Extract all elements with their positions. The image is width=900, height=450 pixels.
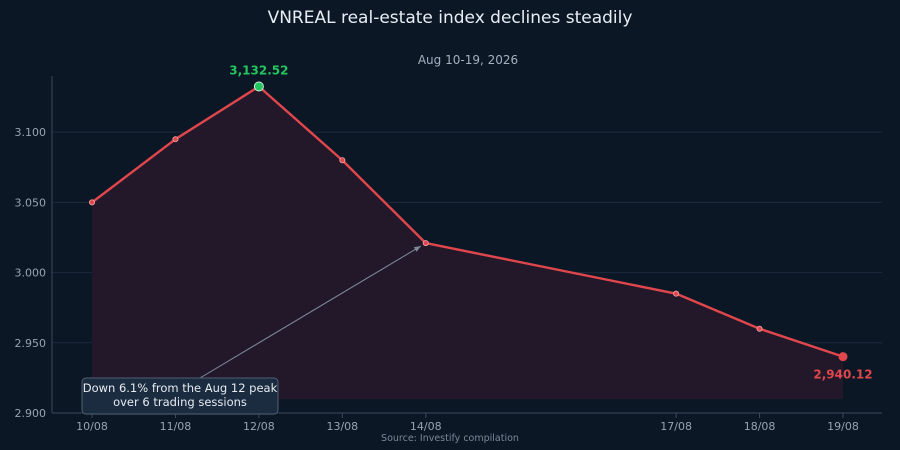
y-tick-label: 3.100 [15, 126, 47, 139]
x-tick-label: 18/08 [744, 420, 776, 433]
peak-point [253, 81, 264, 92]
chart-subtitle: Aug 10-19, 2026 [418, 53, 518, 67]
y-tick-label: 2.900 [15, 407, 47, 420]
callout-arrow-line [199, 245, 422, 379]
data-point [756, 325, 763, 332]
last-value-label: 2,940.12 [813, 368, 872, 382]
chart-source: Source: Investify compilation [381, 433, 519, 444]
data-point [172, 136, 179, 143]
data-point [89, 199, 96, 206]
chart-title: VNREAL real-estate index declines steadi… [268, 8, 633, 28]
area-layer [92, 86, 843, 399]
x-tick-label: 17/08 [660, 420, 692, 433]
y-tick-label: 3.000 [15, 267, 47, 280]
x-tick-label: 13/08 [326, 420, 358, 433]
x-tick-label: 19/08 [827, 420, 859, 433]
line-layer [89, 81, 848, 362]
x-tick-label: 14/08 [410, 420, 442, 433]
x-tick-label: 10/08 [76, 420, 108, 433]
x-tick-label: 12/08 [243, 420, 275, 433]
data-point [673, 290, 680, 297]
series-area [92, 86, 843, 399]
y-tick-label: 3.050 [15, 196, 47, 209]
label-layer: 3,132.52 2,940.12 [229, 64, 872, 382]
y-tick-label: 2.950 [15, 337, 47, 350]
callout-arrow-head [413, 246, 421, 252]
data-point [422, 240, 429, 247]
x-tick-label: 11/08 [160, 420, 192, 433]
callout-text-line: over 6 trading sessions [113, 395, 247, 409]
peak-value-label: 3,132.52 [229, 64, 288, 78]
callout-text-line: Down 6.1% from the Aug 12 peak [83, 381, 278, 395]
last-point [838, 352, 848, 362]
series-line [91, 85, 844, 358]
callout-box [81, 377, 279, 415]
data-point [339, 157, 346, 164]
